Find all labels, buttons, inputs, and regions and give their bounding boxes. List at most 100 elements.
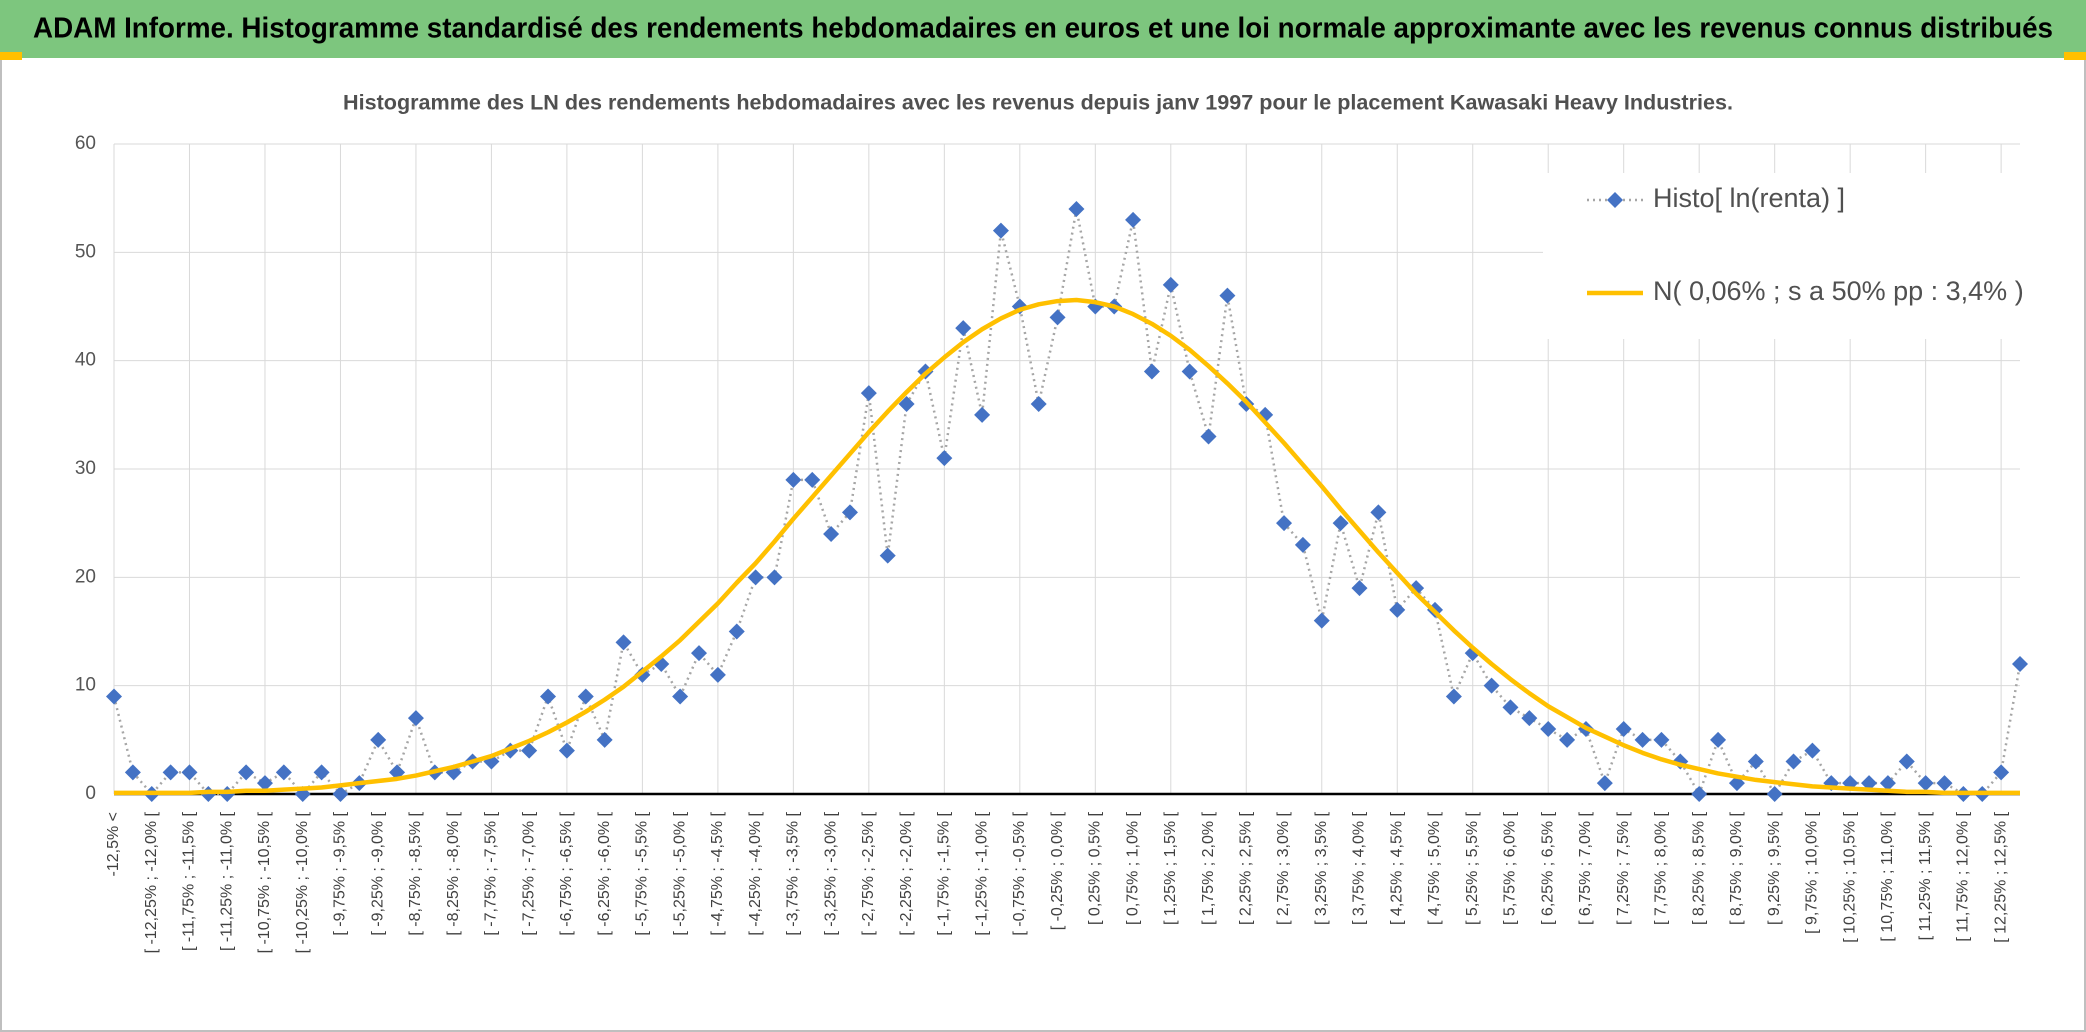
x-tick-label: [ -6,25% ; -6,0% [ — [596, 811, 613, 935]
data-point — [162, 764, 179, 781]
data-point — [521, 742, 538, 759]
x-tick-label: [ -6,75% ; -6,5% [ — [558, 811, 575, 935]
data-point — [1747, 753, 1764, 770]
x-tick-label: [ -11,75% ; -11,5% [ — [181, 811, 198, 951]
legend-box — [1543, 173, 2021, 339]
data-point — [1879, 775, 1896, 792]
x-tick-label: [ -2,75% ; -2,5% [ — [860, 811, 877, 935]
x-tick-label: [ 2,25% ; 2,5% [ — [1237, 811, 1254, 925]
data-point — [1294, 536, 1311, 553]
x-tick-label: [ -11,25% ; -11,0% [ — [218, 811, 235, 951]
data-point — [256, 775, 273, 792]
x-tick-label: [ -9,25% ; -9,0% [ — [369, 811, 386, 935]
x-tick-label: [ -7,75% ; -7,5% [ — [483, 811, 500, 935]
data-point — [1596, 775, 1613, 792]
series-line — [114, 297, 2020, 796]
data-point — [992, 222, 1009, 239]
legend-label: N( 0,06% ; s a 50% pp : 3,4% ) — [1653, 276, 2024, 306]
accent — [0, 52, 22, 60]
x-tick-label: [ 8,25% ; 8,5% [ — [1690, 811, 1707, 925]
data-point — [1634, 731, 1651, 748]
data-point — [1143, 363, 1160, 380]
data-point — [181, 764, 198, 781]
data-point — [370, 731, 387, 748]
data-point — [1351, 580, 1368, 597]
data-point — [766, 569, 783, 586]
data-point — [332, 786, 349, 802]
x-tick-label: [ -8,25% ; -8,0% [ — [445, 811, 462, 935]
data-point — [860, 385, 877, 402]
data-point — [1276, 515, 1293, 532]
x-tick-label: [ 11,75% ; 12,0% [ — [1955, 811, 1972, 941]
data-point — [1653, 731, 1670, 748]
data-point — [124, 764, 141, 781]
data-point — [238, 764, 255, 781]
data-point — [747, 569, 764, 586]
y-tick-label: 50 — [75, 241, 96, 262]
x-tick-label: [ 10,25% ; 10,5% [ — [1841, 811, 1858, 942]
x-tick-label: [ -8,75% ; -8,5% [ — [407, 811, 424, 935]
data-point — [1804, 742, 1821, 759]
data-point — [1219, 287, 1236, 304]
data-point — [1125, 211, 1142, 228]
x-tick-label: [ -5,25% ; -5,0% [ — [671, 811, 688, 935]
data-point — [785, 471, 802, 488]
x-tick-label: [ 9,75% ; 10,0% [ — [1804, 811, 1821, 933]
x-tick-label: [ 12,25% ; 12,5% [ — [1992, 811, 2009, 942]
x-tick-label: [ 9,25% ; 9,5% [ — [1766, 811, 1783, 925]
data-point — [1615, 721, 1632, 737]
data-point — [1181, 363, 1198, 380]
x-tick-label: [ -5,75% ; -5,5% [ — [634, 811, 651, 935]
x-tick-label: [ 6,25% ; 6,5% [ — [1539, 811, 1556, 925]
data-point — [313, 764, 330, 781]
x-tick-label: [ 3,25% ; 3,5% [ — [1313, 811, 1330, 925]
data-point — [1162, 276, 1179, 293]
data-point — [407, 710, 424, 727]
x-tick-label: [ -3,75% ; -3,5% [ — [785, 811, 802, 935]
data-point — [1861, 775, 1878, 792]
x-tick-label: [ 8,75% ; 9,0% [ — [1728, 811, 1745, 925]
x-tick-label: [ -9,75% ; -9,5% [ — [332, 811, 349, 935]
data-point — [1332, 515, 1349, 532]
x-tick-label: [ 10,75% ; 11,0% [ — [1879, 811, 1896, 941]
x-tick-label: [ -7,25% ; -7,0% [ — [520, 811, 537, 935]
x-tick-label: [ 1,25% ; 1,5% [ — [1162, 811, 1179, 925]
data-point — [1200, 428, 1217, 445]
data-point — [898, 396, 915, 412]
data-point — [1068, 201, 1085, 217]
data-point — [1370, 504, 1387, 521]
data-point — [1936, 775, 1953, 792]
x-tick-label: [ 2,75% ; 3,0% [ — [1275, 811, 1292, 925]
data-point — [1445, 688, 1462, 705]
page-title: ADAM Informe. Histogramme standardisé de… — [33, 13, 2053, 45]
x-tick-label: [ 5,25% ; 5,5% [ — [1464, 811, 1481, 925]
data-point — [577, 688, 594, 705]
data-point — [1483, 677, 1500, 694]
x-tick-label: [ 7,75% ; 8,0% [ — [1653, 811, 1670, 925]
x-tick-label: -12,5% < — [105, 812, 122, 876]
data-point — [804, 471, 821, 488]
x-tick-label: [ -0,75% ; -0,5% [ — [1011, 811, 1028, 935]
data-point — [1898, 753, 1915, 770]
x-tick-label: [ 4,75% ; 5,0% [ — [1426, 811, 1443, 925]
x-tick-label: [ 5,75% ; 6,0% [ — [1502, 811, 1519, 925]
accent — [2064, 52, 2086, 60]
data-point — [1710, 731, 1727, 748]
x-tick-label: [ -1,25% ; -1,0% [ — [973, 811, 990, 935]
data-point — [1313, 612, 1330, 629]
data-point — [2012, 656, 2028, 672]
x-tick-label: [ -4,75% ; -4,5% [ — [709, 811, 726, 935]
legend-marker — [1607, 192, 1623, 208]
x-tick-label: [ -10,75% ; -10,5% [ — [256, 811, 273, 953]
x-tick-label: [ 7,25% ; 7,5% [ — [1615, 811, 1632, 925]
x-tick-label: [ -4,25% ; -4,0% [ — [747, 811, 764, 935]
data-point — [879, 547, 896, 564]
data-point — [823, 526, 840, 542]
x-tick-label: [ 0,75% ; 1,0% [ — [1124, 811, 1141, 925]
x-tick-label: [ -2,25% ; -2,0% [ — [898, 811, 915, 935]
data-point — [540, 688, 557, 705]
data-point — [1691, 786, 1708, 802]
x-tick-label: [ 11,25% ; 11,5% [ — [1917, 811, 1934, 940]
